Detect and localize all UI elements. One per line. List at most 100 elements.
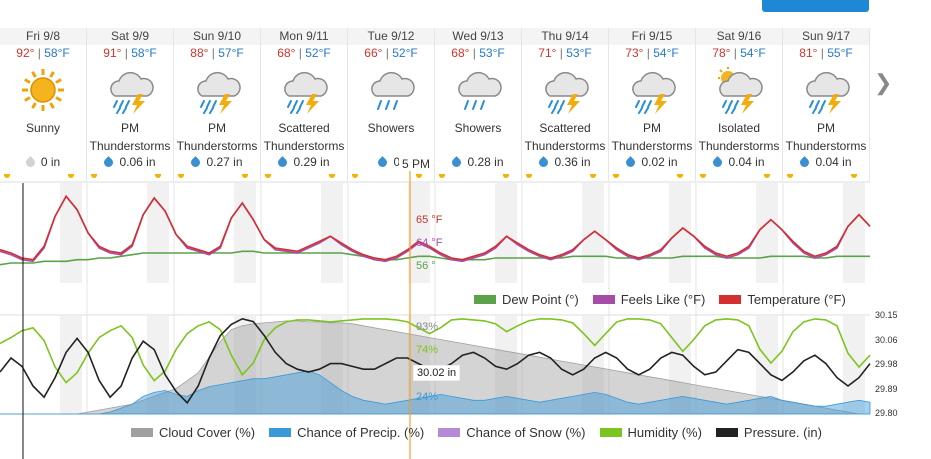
legend-swatch xyxy=(592,295,615,304)
day-date: Sat 9/16 xyxy=(696,28,782,45)
day-precip-amount: 0.29 in xyxy=(293,155,330,169)
legend-item[interactable]: Pressure. (in) xyxy=(715,425,822,440)
day-high: 88° xyxy=(190,46,209,60)
night-band xyxy=(843,183,865,283)
isolated-thunderstorm-icon xyxy=(714,66,764,114)
day-condition-line: PM xyxy=(817,121,835,135)
night-band xyxy=(495,183,517,283)
day-column[interactable]: Sat 9/9 91° | 58°F PM Thunderstorms 0.06 in xyxy=(87,28,174,181)
day-low: 53°F xyxy=(479,46,505,60)
legend-label: Pressure. (in) xyxy=(743,425,822,440)
chevron-right-icon[interactable]: ❯ xyxy=(874,70,893,95)
day-date: Fri 9/15 xyxy=(609,28,695,45)
day-condition: Scattered Thunderstorms xyxy=(522,119,608,155)
day-condition-line: Thunderstorms xyxy=(263,139,345,153)
legend-item[interactable]: Chance of Precip. (%) xyxy=(269,425,424,440)
day-date: Fri 9/8 xyxy=(0,28,86,45)
night-band xyxy=(321,316,343,414)
top-action-button[interactable] xyxy=(762,0,869,12)
day-precip-amount: 0.27 in xyxy=(206,155,243,169)
day-temps: 81° | 55°F xyxy=(799,46,853,60)
legend-label: Dew Point (°) xyxy=(502,292,579,307)
sunset-marker xyxy=(155,174,161,178)
day-condition-line: Showers xyxy=(367,121,415,135)
legend-swatch xyxy=(715,428,738,437)
legend-label: Cloud Cover (%) xyxy=(159,425,256,440)
cursor-precip-value: 24% xyxy=(416,391,439,403)
day-low: 57°F xyxy=(218,46,244,60)
day-column[interactable]: Thu 9/14 71° | 53°F Scattered Thunderstorms… xyxy=(522,28,609,181)
day-condition-line: Scattered xyxy=(278,121,330,135)
legend-label: Chance of Precip. (%) xyxy=(297,425,425,440)
legend-item[interactable]: Feels Like (°F) xyxy=(592,292,705,307)
day-condition: PM Thunderstorms xyxy=(87,119,173,155)
day-low: 58°F xyxy=(131,46,157,60)
day-condition-line: Thunderstorms xyxy=(785,139,867,153)
thunderstorm-icon xyxy=(192,66,242,114)
day-column[interactable]: Fri 9/8 92° | 58°F Sunny 0 in xyxy=(0,28,87,181)
sunset-marker xyxy=(764,174,770,178)
day-temps: 73° | 54°F xyxy=(625,46,679,60)
legend-swatch xyxy=(131,428,153,437)
day-column[interactable]: Sun 9/17 81° | 55°F PM Thunderstorms 0.04 in xyxy=(783,28,870,181)
night-band xyxy=(234,183,256,283)
day-condition-line: PM xyxy=(208,121,226,135)
legend-item[interactable]: Temperature (°F) xyxy=(719,292,846,307)
raindrop-icon xyxy=(102,156,116,169)
legend-swatch xyxy=(438,428,461,437)
day-condition-line: PM xyxy=(121,121,139,135)
temperature-line xyxy=(0,194,871,261)
day-high: 92° xyxy=(16,46,35,60)
day-condition: PM Thunderstorms xyxy=(783,119,869,155)
legend-item[interactable]: Chance of Snow (%) xyxy=(438,425,586,440)
day-temps: 68° | 52°F xyxy=(277,46,331,60)
day-column[interactable]: Mon 9/11 68° | 52°F Scattered Thunderstorms… xyxy=(261,28,348,181)
day-low: 55°F xyxy=(827,46,853,60)
night-band xyxy=(60,183,82,283)
legend-item[interactable]: Humidity (%) xyxy=(599,425,702,440)
raindrop-icon xyxy=(276,156,290,169)
day-temps: 68° | 53°F xyxy=(451,46,505,60)
day-column[interactable]: Wed 9/13 68° | 53°F Showers 0.28 in xyxy=(435,28,522,181)
day-low: 58°F xyxy=(44,46,70,60)
thunderstorm-icon xyxy=(279,66,329,114)
day-precip-amount: 0.28 in xyxy=(467,155,504,169)
temperature-legend: Dew Point (°) Feels Like (°F) Temperature … xyxy=(460,292,846,307)
legend-item[interactable]: Dew Point (°) xyxy=(474,292,579,307)
raindrop-icon xyxy=(711,156,725,169)
day-precip-amount: 0.04 in xyxy=(728,155,765,169)
day-high: 71° xyxy=(538,46,557,60)
day-precip: 0.04 in xyxy=(783,154,869,170)
day-column[interactable]: Sat 9/16 78° | 54°F Isolated Thunderstorms 0… xyxy=(696,28,783,181)
day-column[interactable]: Fri 9/15 73° | 54°F PM Thunderstorms 0.02 in xyxy=(609,28,696,181)
legend-swatch xyxy=(599,428,622,437)
day-high: 66° xyxy=(364,46,383,60)
day-temps: 88° | 57°F xyxy=(190,46,244,60)
day-precip-amount: 0. xyxy=(393,155,403,169)
day-condition-line: Thunderstorms xyxy=(524,139,606,153)
day-precip: 0.27 in xyxy=(174,154,260,170)
cursor-dew-value: 56 ° xyxy=(416,260,436,272)
day-date: Wed 9/13 xyxy=(435,28,521,45)
day-date: Sun 9/10 xyxy=(174,28,260,45)
day-high: 81° xyxy=(799,46,818,60)
legend-swatch xyxy=(474,295,496,304)
pressure-tick-label: 29.98 xyxy=(875,359,898,369)
sunset-marker xyxy=(677,174,683,178)
day-condition-line: Thunderstorms xyxy=(176,139,258,153)
raindrop-icon xyxy=(624,156,638,169)
day-low: 52°F xyxy=(392,46,418,60)
legend-item[interactable]: Cloud Cover (%) xyxy=(131,425,255,440)
night-band xyxy=(60,316,82,414)
sunset-marker xyxy=(503,174,509,178)
night-band xyxy=(756,183,778,283)
day-condition: PM Thunderstorms xyxy=(609,119,695,155)
day-date: Tue 9/12 xyxy=(348,28,434,45)
day-precip-amount: 0.36 in xyxy=(554,155,591,169)
sunny-icon xyxy=(18,66,68,114)
day-column[interactable]: Sun 9/10 88° | 57°F PM Thunderstorms 0.27 in xyxy=(174,28,261,181)
day-precip: 0.29 in xyxy=(261,154,347,170)
cursor-temp-value: 65 °F xyxy=(416,214,443,226)
day-precip: 0.28 in xyxy=(435,154,521,170)
